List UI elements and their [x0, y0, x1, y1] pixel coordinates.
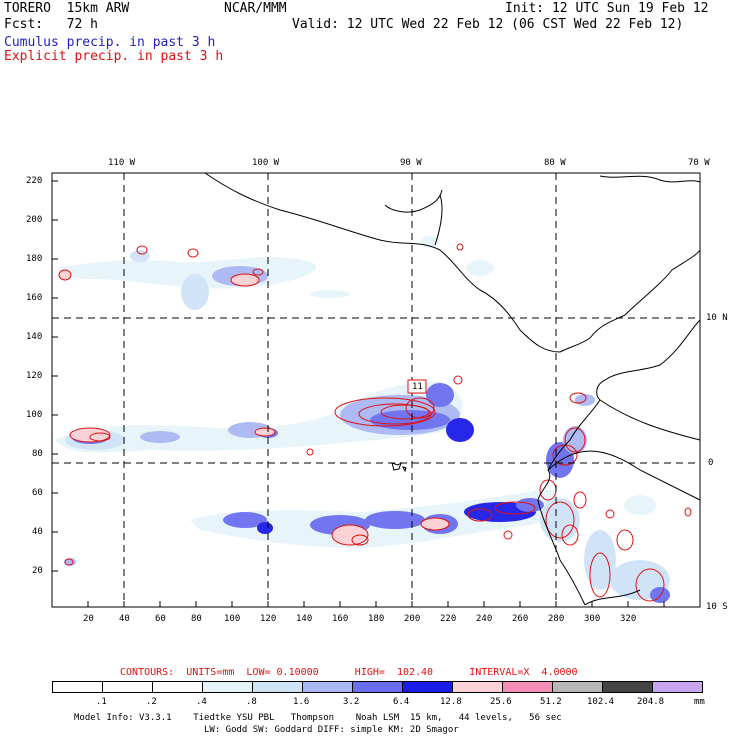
legend-swatch	[452, 681, 503, 693]
y-tick-label: 200	[26, 215, 43, 225]
valid-time: Valid: 12 UTC Wed 22 Feb 12 (06 CST Wed …	[292, 17, 684, 32]
contour-info: CONTOURS: UNITS=mm LOW= 0.10000 HIGH= 10…	[120, 667, 578, 678]
legend-swatch	[502, 681, 553, 693]
cumulus-legend-label: Cumulus precip. in past 3 h	[4, 35, 216, 50]
x-tick-label: 200	[404, 614, 421, 624]
axis-ticks	[52, 180, 665, 607]
x-tick-label: 40	[119, 614, 130, 624]
x-tick-label: 60	[155, 614, 166, 624]
legend-value: .1	[96, 697, 107, 707]
legend-swatch	[352, 681, 403, 693]
lat-label-10n: 10 N	[706, 313, 728, 323]
y-tick-label: 120	[26, 371, 43, 381]
legend-swatch	[302, 681, 353, 693]
org-label: NCAR/MMM	[224, 1, 287, 16]
x-tick-label: 260	[512, 614, 529, 624]
explicit-legend-label: Explicit precip. in past 3 h	[4, 49, 224, 64]
legend-value: 204.8	[637, 697, 665, 707]
x-tick-label: 140	[296, 614, 313, 624]
lon-label-90w: 90 W	[400, 158, 422, 168]
x-tick-label: 160	[332, 614, 349, 624]
y-tick-label: 180	[26, 254, 43, 264]
legend-swatch	[202, 681, 253, 693]
x-tick-label: 240	[476, 614, 493, 624]
legend-swatch	[402, 681, 453, 693]
model-info: Model Info: V3.3.1 Tiedtke YSU PBL Thomp…	[74, 713, 562, 723]
y-tick-label: 40	[32, 527, 43, 537]
lon-label-70w: 70 W	[688, 158, 710, 168]
lon-label-80w: 80 W	[544, 158, 566, 168]
y-tick-label: 140	[26, 332, 43, 342]
x-tick-label: 180	[368, 614, 385, 624]
legend-swatch	[552, 681, 603, 693]
legend-value: 12.8	[440, 697, 462, 707]
y-tick-label: 160	[26, 293, 43, 303]
legend-swatch	[602, 681, 653, 693]
y-tick-label: 60	[32, 488, 43, 498]
lon-label-110w: 110 W	[108, 158, 136, 168]
x-tick-label: 220	[440, 614, 457, 624]
coastlines	[204, 172, 701, 606]
legend-swatch	[152, 681, 203, 693]
legend-value: 51.2	[540, 697, 562, 707]
x-tick-label: 320	[620, 614, 637, 624]
legend-value: 25.6	[490, 697, 512, 707]
init-time: Init: 12 UTC Sun 19 Feb 12	[505, 1, 709, 16]
legend-value: 3.2	[343, 697, 360, 707]
y-tick-label: 100	[26, 410, 43, 420]
legend-value: 6.4	[393, 697, 410, 707]
forecast-hour: Fcst: 72 h	[4, 17, 98, 32]
legend-value: 1.6	[293, 697, 310, 707]
legend-unit: mm	[694, 697, 705, 707]
legend-swatch	[652, 681, 703, 693]
legend-swatch	[52, 681, 103, 693]
x-tick-label: 300	[584, 614, 601, 624]
y-tick-label: 220	[26, 176, 43, 186]
legend-swatch	[252, 681, 303, 693]
legend-value: .2	[146, 697, 157, 707]
lon-label-100w: 100 W	[252, 158, 280, 168]
legend-swatch	[102, 681, 153, 693]
lat-label-10s: 10 S	[706, 602, 728, 612]
y-tick-label: 20	[32, 566, 43, 576]
max-precip-label: 11	[412, 382, 423, 392]
max-label-box	[407, 379, 427, 394]
x-tick-label: 20	[83, 614, 94, 624]
x-tick-label: 100	[224, 614, 241, 624]
x-tick-label: 80	[191, 614, 202, 624]
x-tick-label: 280	[548, 614, 565, 624]
graticule	[52, 173, 700, 607]
legend-value: 102.4	[587, 697, 615, 707]
legend-value: .4	[196, 697, 207, 707]
lat-label-0: 0	[708, 458, 714, 468]
legend-value: .8	[246, 697, 257, 707]
model-title: TORERO 15km ARW	[4, 1, 130, 16]
cumulus-precip-shading	[55, 236, 670, 603]
physics-info: LW: Godd SW: Goddard DIFF: simple KM: 2D…	[204, 725, 459, 735]
y-tick-label: 80	[32, 449, 43, 459]
x-tick-label: 120	[260, 614, 277, 624]
